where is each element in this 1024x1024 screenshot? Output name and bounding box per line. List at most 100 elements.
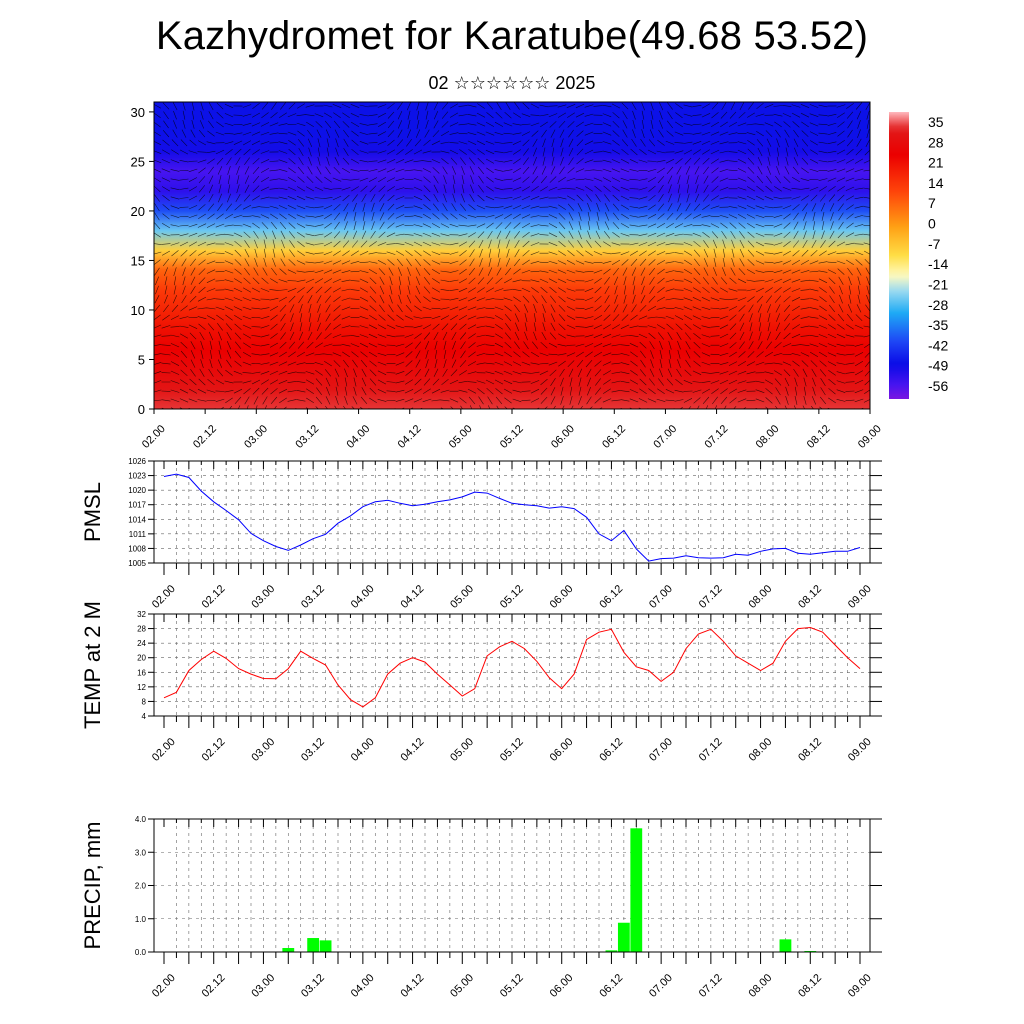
x-tick-label: 03.00 <box>249 736 277 764</box>
x-tick-label: 06.00 <box>548 583 576 611</box>
x-tick-label: 05.12 <box>498 736 526 764</box>
colorbar-label: -14 <box>928 256 948 272</box>
x-tick-label: 08.00 <box>746 972 774 1000</box>
colorbar-label: -56 <box>928 378 948 394</box>
precip-bar <box>307 938 320 952</box>
y-axis-label: PMSL <box>80 482 105 542</box>
heatmap-x-tick-label: 02.00 <box>140 423 168 451</box>
y-tick-label: 8 <box>142 697 147 706</box>
precip-panel: 0.0 1.0 2.0 3.0 4.0 02.00 02.12 03.00 03.12 04.00… <box>80 815 882 1000</box>
x-tick-label: 05.00 <box>448 736 476 764</box>
y-tick-label: 0.0 <box>135 948 147 957</box>
heatmap-y-tick-label: 10 <box>131 303 145 318</box>
gridlines <box>154 461 870 563</box>
x-tick-label: 07.00 <box>647 736 675 764</box>
x-tick-label: 04.00 <box>349 583 377 611</box>
heatmap-y-tick-label: 30 <box>131 105 145 120</box>
wind-vector-streaks <box>154 102 870 409</box>
y-tick-label: 16 <box>137 668 146 677</box>
heatmap-y-tick-label: 5 <box>138 352 145 367</box>
x-tick-label: 04.00 <box>349 972 377 1000</box>
x-tick-label: 04.12 <box>398 736 426 764</box>
y-tick-label: 32 <box>137 610 146 619</box>
chart-subtitle: 02 ☆☆☆☆☆☆ 2025 <box>428 73 596 93</box>
y-tick-label: 1017 <box>128 501 146 510</box>
x-tick-label: 05.12 <box>498 972 526 1000</box>
x-tick-label: 02.00 <box>150 583 178 611</box>
heatmap-y-tick-label: 25 <box>131 154 145 169</box>
heatmap-panel: 0 5 10 15 20 25 30 02.00 02.12 03.00 03.12 04.00 04.… <box>131 101 884 451</box>
x-tick-label: 04.12 <box>398 583 426 611</box>
heatmap-x-tick-label: 08.12 <box>805 423 833 451</box>
heatmap-x-tick-label: 04.00 <box>344 423 372 451</box>
wind-vectors <box>154 102 870 409</box>
colorbar-label: 14 <box>928 175 944 191</box>
y-tick-label: 3.0 <box>135 848 147 857</box>
x-tick-label: 08.12 <box>796 972 824 1000</box>
colorbar-label: 0 <box>928 216 936 232</box>
x-tick-label: 06.00 <box>548 736 576 764</box>
x-tick-label: 03.12 <box>299 972 327 1000</box>
x-tick-label: 02.00 <box>150 972 178 1000</box>
precip-bar <box>779 939 792 952</box>
heatmap-x-tick-label: 02.12 <box>191 423 219 451</box>
x-tick-label: 08.00 <box>746 583 774 611</box>
y-tick-label: 20 <box>137 654 146 663</box>
heatmap-x-tick-label: 06.00 <box>549 423 577 451</box>
x-tick-label: 08.12 <box>796 583 824 611</box>
y-axis-label: PRECIP, mm <box>80 822 105 950</box>
heatmap-y-tick-label: 20 <box>131 204 145 219</box>
heatmap-x-tick-label: 07.00 <box>651 423 679 451</box>
precip-bar <box>617 922 630 952</box>
y-tick-label: 1011 <box>129 530 147 539</box>
heatmap-x-tick-label: 09.00 <box>856 423 884 451</box>
colorbar-label: -42 <box>928 337 948 353</box>
heatmap-x-tick-label: 05.00 <box>447 423 475 451</box>
y-tick-label: 1026 <box>128 457 146 466</box>
x-tick-label: 05.00 <box>448 972 476 1000</box>
x-tick-label: 09.00 <box>846 972 874 1000</box>
x-tick-label: 03.00 <box>249 583 277 611</box>
x-tick-label: 02.00 <box>150 736 178 764</box>
x-tick-label: 06.12 <box>597 736 625 764</box>
x-tick-label: 07.12 <box>697 583 725 611</box>
colorbar-label: -28 <box>928 297 948 313</box>
chart-title: Kazhydromet for Karatube(49.68 53.52) <box>155 14 869 58</box>
y-tick-label: 24 <box>137 639 146 648</box>
precip-bar <box>605 950 618 952</box>
x-tick-label: 02.12 <box>200 736 228 764</box>
x-tick-label: 07.00 <box>647 972 675 1000</box>
heatmap-y-tick-label: 0 <box>138 402 145 417</box>
heatmap-x-tick-label: 05.12 <box>498 423 526 451</box>
heatmap-x-tick-label: 06.12 <box>600 423 628 451</box>
heatmap-y-tick-label: 15 <box>131 253 145 268</box>
y-tick-label: 4 <box>142 712 147 721</box>
x-tick-label: 07.12 <box>697 972 725 1000</box>
x-tick-label: 06.12 <box>597 972 625 1000</box>
y-tick-label: 1023 <box>128 472 146 481</box>
x-tick-label: 09.00 <box>846 736 874 764</box>
x-tick-label: 05.12 <box>498 583 526 611</box>
x-tick-label: 03.12 <box>299 736 327 764</box>
colorbar-label: 7 <box>928 195 936 211</box>
colorbar-label: -35 <box>928 317 948 333</box>
pmsl-panel: 1005 1008 1011 1014 1017 1020 1023 1026 02.00 02.… <box>80 457 882 611</box>
x-tick-label: 03.00 <box>249 972 277 1000</box>
y-tick-label: 1014 <box>128 515 146 524</box>
gridlines <box>154 819 870 952</box>
precip-bar <box>282 948 295 952</box>
y-tick-label: 1020 <box>128 486 146 495</box>
colorbar-label: -49 <box>928 358 948 374</box>
x-tick-label: 07.00 <box>647 583 675 611</box>
x-tick-label: 04.12 <box>398 972 426 1000</box>
y-tick-label: 1005 <box>128 559 146 568</box>
y-tick-label: 12 <box>137 683 146 692</box>
colorbar-label: 21 <box>928 155 944 171</box>
colorbar-ramp <box>889 112 909 399</box>
x-tick-label: 05.00 <box>448 583 476 611</box>
x-tick-label: 04.00 <box>349 736 377 764</box>
x-tick-label: 03.12 <box>299 583 327 611</box>
y-tick-label: 2.0 <box>135 882 147 891</box>
x-tick-label: 08.00 <box>746 736 774 764</box>
